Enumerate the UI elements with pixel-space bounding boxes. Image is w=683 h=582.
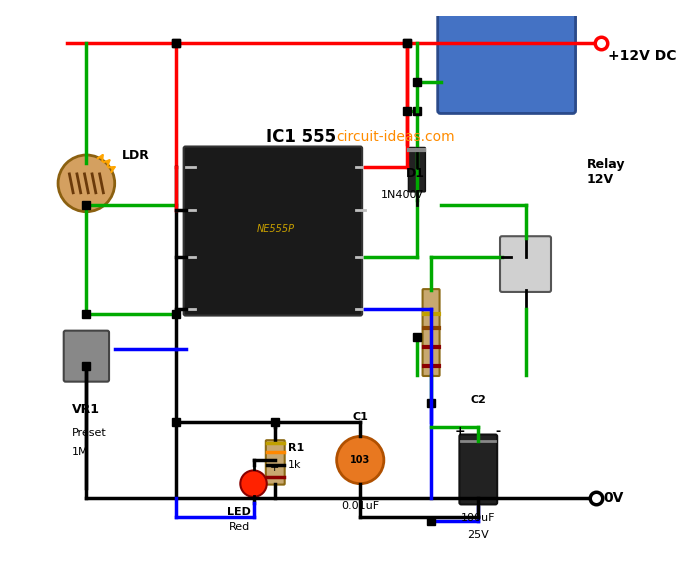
FancyBboxPatch shape bbox=[408, 147, 426, 192]
Text: +: + bbox=[455, 425, 465, 438]
Text: NE555P: NE555P bbox=[256, 223, 294, 233]
Text: 1M: 1M bbox=[72, 448, 89, 457]
Text: 25V: 25V bbox=[467, 530, 489, 541]
FancyBboxPatch shape bbox=[184, 147, 362, 315]
Text: Preset: Preset bbox=[72, 428, 107, 438]
Text: D1: D1 bbox=[406, 166, 424, 180]
Text: 100uF: 100uF bbox=[461, 513, 496, 523]
Text: 1k: 1k bbox=[288, 460, 301, 470]
Text: -: - bbox=[495, 425, 501, 438]
Text: +: + bbox=[270, 463, 279, 473]
Circle shape bbox=[337, 436, 384, 484]
Text: LED: LED bbox=[227, 507, 251, 517]
Text: 1N4007: 1N4007 bbox=[381, 190, 424, 200]
Text: 103: 103 bbox=[350, 455, 370, 465]
FancyBboxPatch shape bbox=[266, 440, 285, 485]
Text: IC1 555: IC1 555 bbox=[266, 128, 336, 146]
Text: VR1: VR1 bbox=[72, 403, 100, 416]
FancyBboxPatch shape bbox=[500, 236, 551, 292]
FancyBboxPatch shape bbox=[423, 289, 440, 376]
Text: C1: C1 bbox=[352, 413, 368, 423]
Text: +12V DC: +12V DC bbox=[608, 49, 676, 63]
Text: Red: Red bbox=[229, 522, 250, 532]
Circle shape bbox=[58, 155, 115, 212]
Circle shape bbox=[240, 470, 267, 497]
Text: -: - bbox=[270, 493, 274, 503]
FancyBboxPatch shape bbox=[438, 13, 576, 113]
Text: Relay
12V: Relay 12V bbox=[587, 158, 626, 186]
Text: LDR: LDR bbox=[122, 148, 150, 162]
Text: circuit-ideas.com: circuit-ideas.com bbox=[337, 130, 456, 144]
FancyBboxPatch shape bbox=[64, 331, 109, 382]
Text: 0V: 0V bbox=[603, 491, 624, 505]
Text: C2: C2 bbox=[471, 395, 486, 406]
FancyBboxPatch shape bbox=[460, 435, 497, 505]
Text: 0.01uF: 0.01uF bbox=[342, 501, 379, 511]
Text: R1: R1 bbox=[288, 442, 304, 453]
